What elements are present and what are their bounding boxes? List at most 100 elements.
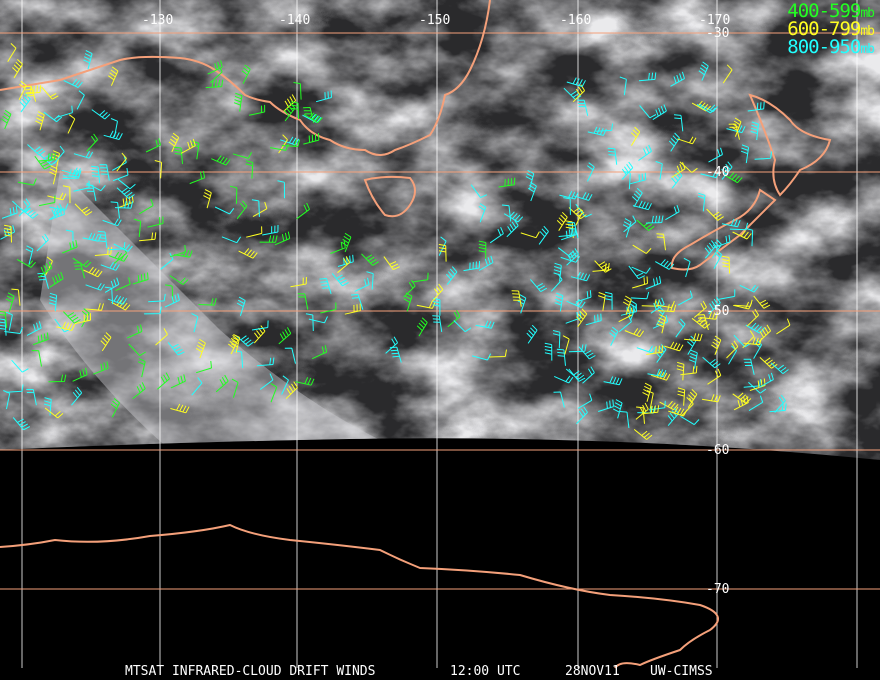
longitude-label: -150 <box>419 13 451 28</box>
wind-barb <box>73 262 85 279</box>
caption-date: 28NOV11 <box>565 664 620 679</box>
wind-barb <box>431 283 444 302</box>
wind-barb <box>528 181 537 202</box>
new-zealand-south <box>670 188 777 271</box>
wind-barb <box>657 304 677 313</box>
wind-barb <box>680 365 698 376</box>
wind-barb <box>568 207 587 220</box>
wind-barb <box>713 249 723 269</box>
wind-barb <box>251 320 269 331</box>
wind-barb <box>749 378 766 391</box>
wind-barb <box>446 266 458 285</box>
wind-barb <box>12 417 31 431</box>
wind-barb <box>753 295 771 309</box>
wind-barb <box>677 387 686 406</box>
wind-barb <box>145 138 161 153</box>
wind-barb <box>221 236 242 244</box>
wind-barb <box>108 251 129 262</box>
wind-barb <box>361 253 379 266</box>
wind-barb <box>740 144 750 164</box>
wind-barb <box>506 219 519 238</box>
wind-barb <box>638 144 652 161</box>
wind-barb <box>478 255 494 271</box>
wind-barb <box>86 133 99 152</box>
wind-barb <box>432 297 441 316</box>
wind-barb <box>612 399 623 419</box>
wind-barb <box>91 109 111 120</box>
wind-barb <box>280 136 300 146</box>
wind-barb <box>554 292 564 312</box>
wind-barb <box>259 373 274 390</box>
wind-barb <box>677 290 693 306</box>
wind-barb <box>248 104 266 116</box>
wind-barb <box>623 170 631 190</box>
wind-barb <box>81 308 90 328</box>
wind-barb <box>553 391 565 408</box>
latitude-label: -60 <box>706 443 730 458</box>
wind-barb <box>35 111 45 131</box>
wind-barb <box>128 343 146 357</box>
wind-barb <box>774 394 786 413</box>
wind-barb <box>270 143 289 151</box>
latitude-label: -40 <box>706 165 730 180</box>
wind-barb <box>619 411 630 429</box>
wind-barb <box>25 245 34 265</box>
wind-barb <box>44 407 64 419</box>
wind-barb <box>1 109 12 130</box>
wind-barb <box>12 59 23 79</box>
wind-barb <box>235 335 254 347</box>
caption-bar: MTSAT INFRARED-CLOUD DRIFT WINDS 12:00 U… <box>0 664 880 680</box>
wind-barb <box>553 262 562 282</box>
wind-barb <box>94 247 113 256</box>
wind-barb <box>113 243 133 252</box>
wind-barb <box>511 290 522 307</box>
wind-barb <box>595 123 614 132</box>
wind-barb <box>38 152 56 162</box>
wind-barb <box>167 342 185 356</box>
wind-barb <box>587 162 595 182</box>
wind-barb <box>191 377 203 396</box>
wind-barb <box>702 356 721 369</box>
wind-barb <box>697 192 706 212</box>
wind-barb <box>647 368 667 378</box>
wind-barb <box>707 368 722 385</box>
wind-barb <box>743 358 755 375</box>
wind-barb <box>560 255 580 263</box>
wind-barb <box>62 185 71 204</box>
wind-barb <box>671 170 683 189</box>
wind-barb <box>100 332 112 352</box>
wind-barb <box>203 189 212 209</box>
wind-barb <box>679 161 698 173</box>
wind-barb <box>385 336 399 354</box>
wind-barb <box>629 172 647 185</box>
wind-barb <box>553 375 574 384</box>
wind-barb <box>688 349 698 369</box>
wind-barb <box>256 357 275 367</box>
wind-barb <box>251 199 260 217</box>
wind-barb <box>708 147 723 163</box>
wind-barb <box>56 105 73 118</box>
wind-barb <box>41 86 59 100</box>
wind-barb <box>12 200 31 213</box>
wind-barb <box>636 219 655 231</box>
wind-barb <box>432 315 443 332</box>
wind-barb <box>112 168 129 182</box>
wind-barb <box>561 227 577 241</box>
wind-barb <box>566 248 579 266</box>
wind-barb <box>127 324 143 339</box>
wind-barb <box>82 232 102 242</box>
wind-barb <box>745 228 754 247</box>
wind-barb <box>19 207 39 219</box>
wind-barb <box>636 406 645 424</box>
wind-barb <box>635 402 649 420</box>
wind-barb <box>61 167 81 176</box>
wind-barb <box>211 155 231 166</box>
wind-barb <box>655 344 667 363</box>
wind-barb <box>232 151 253 159</box>
wind-barb <box>691 100 712 112</box>
wind-barb <box>587 126 607 136</box>
wind-barb <box>56 321 76 331</box>
wind-barb <box>63 311 81 324</box>
wind-barb <box>621 161 634 180</box>
